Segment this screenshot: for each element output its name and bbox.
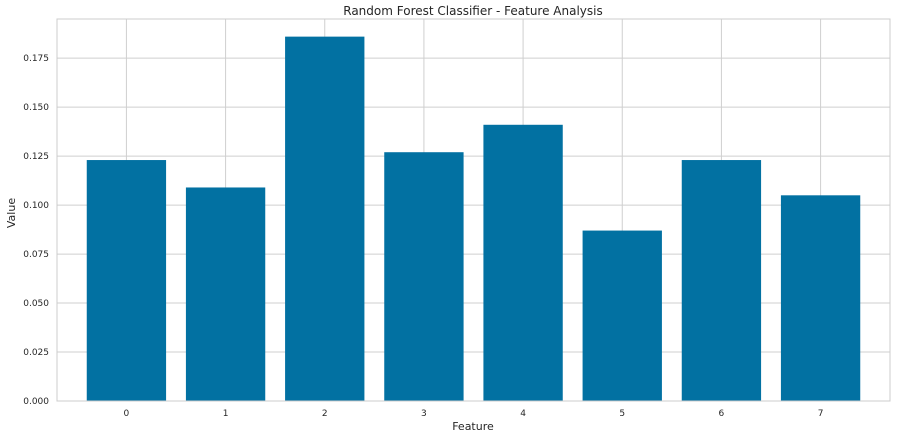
x-tick-label: 1 [223, 409, 229, 419]
bars [86, 36, 861, 402]
x-tick-label: 4 [520, 409, 526, 419]
y-tick-label: 0.175 [23, 54, 49, 64]
y-tick-label: 0.000 [23, 397, 49, 407]
bar-feature-6 [681, 160, 762, 401]
bar-feature-5 [582, 230, 662, 401]
x-tick-labels: 0 1 2 3 4 5 6 7 [124, 409, 824, 419]
y-tick-label: 0.050 [23, 299, 49, 309]
y-tick-label: 0.150 [23, 103, 49, 113]
y-axis-label: Value [5, 198, 18, 228]
chart-title: Random Forest Classifier - Feature Analy… [343, 4, 602, 18]
x-tick-label: 2 [322, 409, 328, 419]
y-tick-label: 0.075 [23, 250, 49, 260]
bar-feature-3 [384, 152, 464, 401]
y-tick-label: 0.100 [23, 201, 49, 211]
bar-feature-2 [285, 36, 365, 401]
plot-frame [56, 18, 891, 402]
bar-feature-1 [185, 187, 266, 401]
x-axis-label: Feature [452, 420, 494, 433]
x-tick-label: 3 [421, 409, 427, 419]
y-tick-label: 0.125 [23, 152, 49, 162]
x-tick-label: 6 [719, 409, 725, 419]
x-tick-label: 5 [619, 409, 625, 419]
y-tick-label: 0.025 [23, 348, 49, 358]
x-tick-label: 7 [818, 409, 824, 419]
plot-background [57, 19, 890, 401]
bar-feature-0 [86, 160, 167, 401]
bar-feature-4 [483, 124, 563, 402]
x-tick-label: 0 [124, 409, 130, 419]
bar-feature-7 [780, 195, 861, 401]
y-tick-labels: 0.000 0.025 0.050 0.075 0.100 0.125 0.150 0.175 [23, 54, 49, 407]
